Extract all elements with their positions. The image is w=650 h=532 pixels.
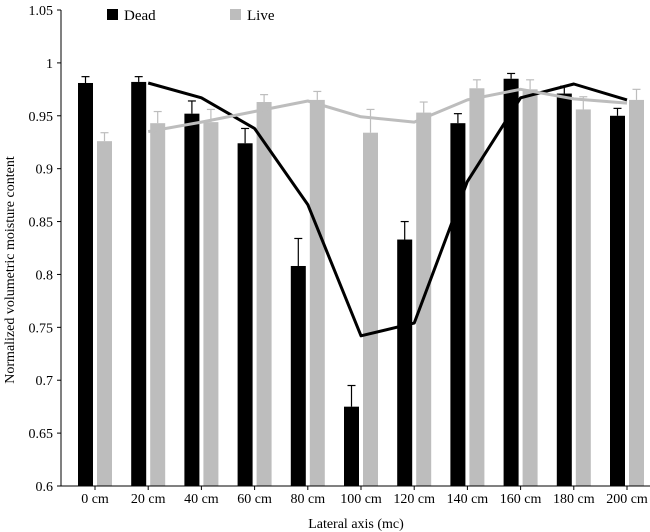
bar-dead-100cm — [344, 406, 359, 486]
x-axis-label: Lateral axis (mc) — [308, 517, 404, 532]
y-tick-label: 0.95 — [29, 110, 54, 125]
bar-dead-20cm — [131, 81, 147, 486]
trend-lines — [147, 81, 628, 338]
x-tick-label: 180 cm — [553, 492, 595, 507]
x-tick-label: 120 cm — [393, 492, 435, 507]
bar-dead-140cm — [450, 123, 466, 486]
bar-live-20cm — [150, 123, 166, 486]
bar-dead-160cm — [503, 78, 519, 486]
y-tick-label: 0.6 — [36, 480, 54, 495]
x-tick-label: 20 cm — [131, 492, 166, 507]
y-tick-label: 0.8 — [36, 268, 54, 283]
x-tick-label: 200 cm — [606, 492, 648, 507]
legend-swatch-dead — [107, 9, 118, 20]
bar-dead-40cm — [184, 113, 200, 486]
x-tick-label: 100 cm — [340, 492, 382, 507]
bar-dead-0cm — [78, 82, 93, 486]
y-tick-label: 0.7 — [36, 374, 54, 389]
bar-live-160cm — [522, 89, 538, 486]
y-tick-label: 1 — [46, 57, 53, 72]
bar-live-200cm — [629, 99, 644, 487]
bar-live-60cm — [256, 102, 272, 486]
bar-dead-80cm — [290, 265, 306, 486]
x-tick-label: 160 cm — [500, 492, 542, 507]
x-tick-label: 0 cm — [81, 492, 109, 507]
x-tick-label: 140 cm — [447, 492, 489, 507]
legend: Dead Live — [107, 8, 275, 24]
bar-live-0cm — [97, 141, 112, 487]
bar-dead-180cm — [556, 93, 572, 486]
bar-dead-60cm — [237, 143, 253, 486]
legend-swatch-live — [230, 9, 241, 20]
legend-label-dead: Dead — [124, 8, 156, 24]
y-tick-label: 0.75 — [29, 321, 54, 336]
x-tick-label: 80 cm — [290, 492, 325, 507]
bar-live-100cm — [363, 132, 378, 487]
x-tick-label: 40 cm — [184, 492, 219, 507]
bar-dead-200cm — [610, 115, 625, 487]
y-tick-label: 0.65 — [29, 427, 54, 442]
bar-live-40cm — [203, 122, 219, 486]
y-tick-label: 0.9 — [36, 163, 54, 178]
bars — [78, 78, 644, 487]
axes: 0.6 0.65 0.7 0.75 0.8 0.85 0.9 0.95 1 1.05 0 cm 20 … — [29, 4, 650, 507]
bar-live-180cm — [575, 109, 591, 486]
legend-label-live: Live — [247, 8, 275, 24]
error-bars — [81, 72, 641, 407]
y-tick-label: 0.85 — [29, 216, 54, 231]
x-tick-label: 60 cm — [237, 492, 272, 507]
trend-line-dead — [147, 81, 628, 338]
y-axis-label: Normalized volumetric moisture content — [3, 156, 18, 384]
bar-live-80cm — [309, 99, 325, 487]
trend-line-live — [147, 87, 628, 134]
bar-dead-120cm — [397, 239, 413, 486]
bar-live-140cm — [469, 88, 485, 486]
y-tick-label: 1.05 — [29, 4, 54, 19]
